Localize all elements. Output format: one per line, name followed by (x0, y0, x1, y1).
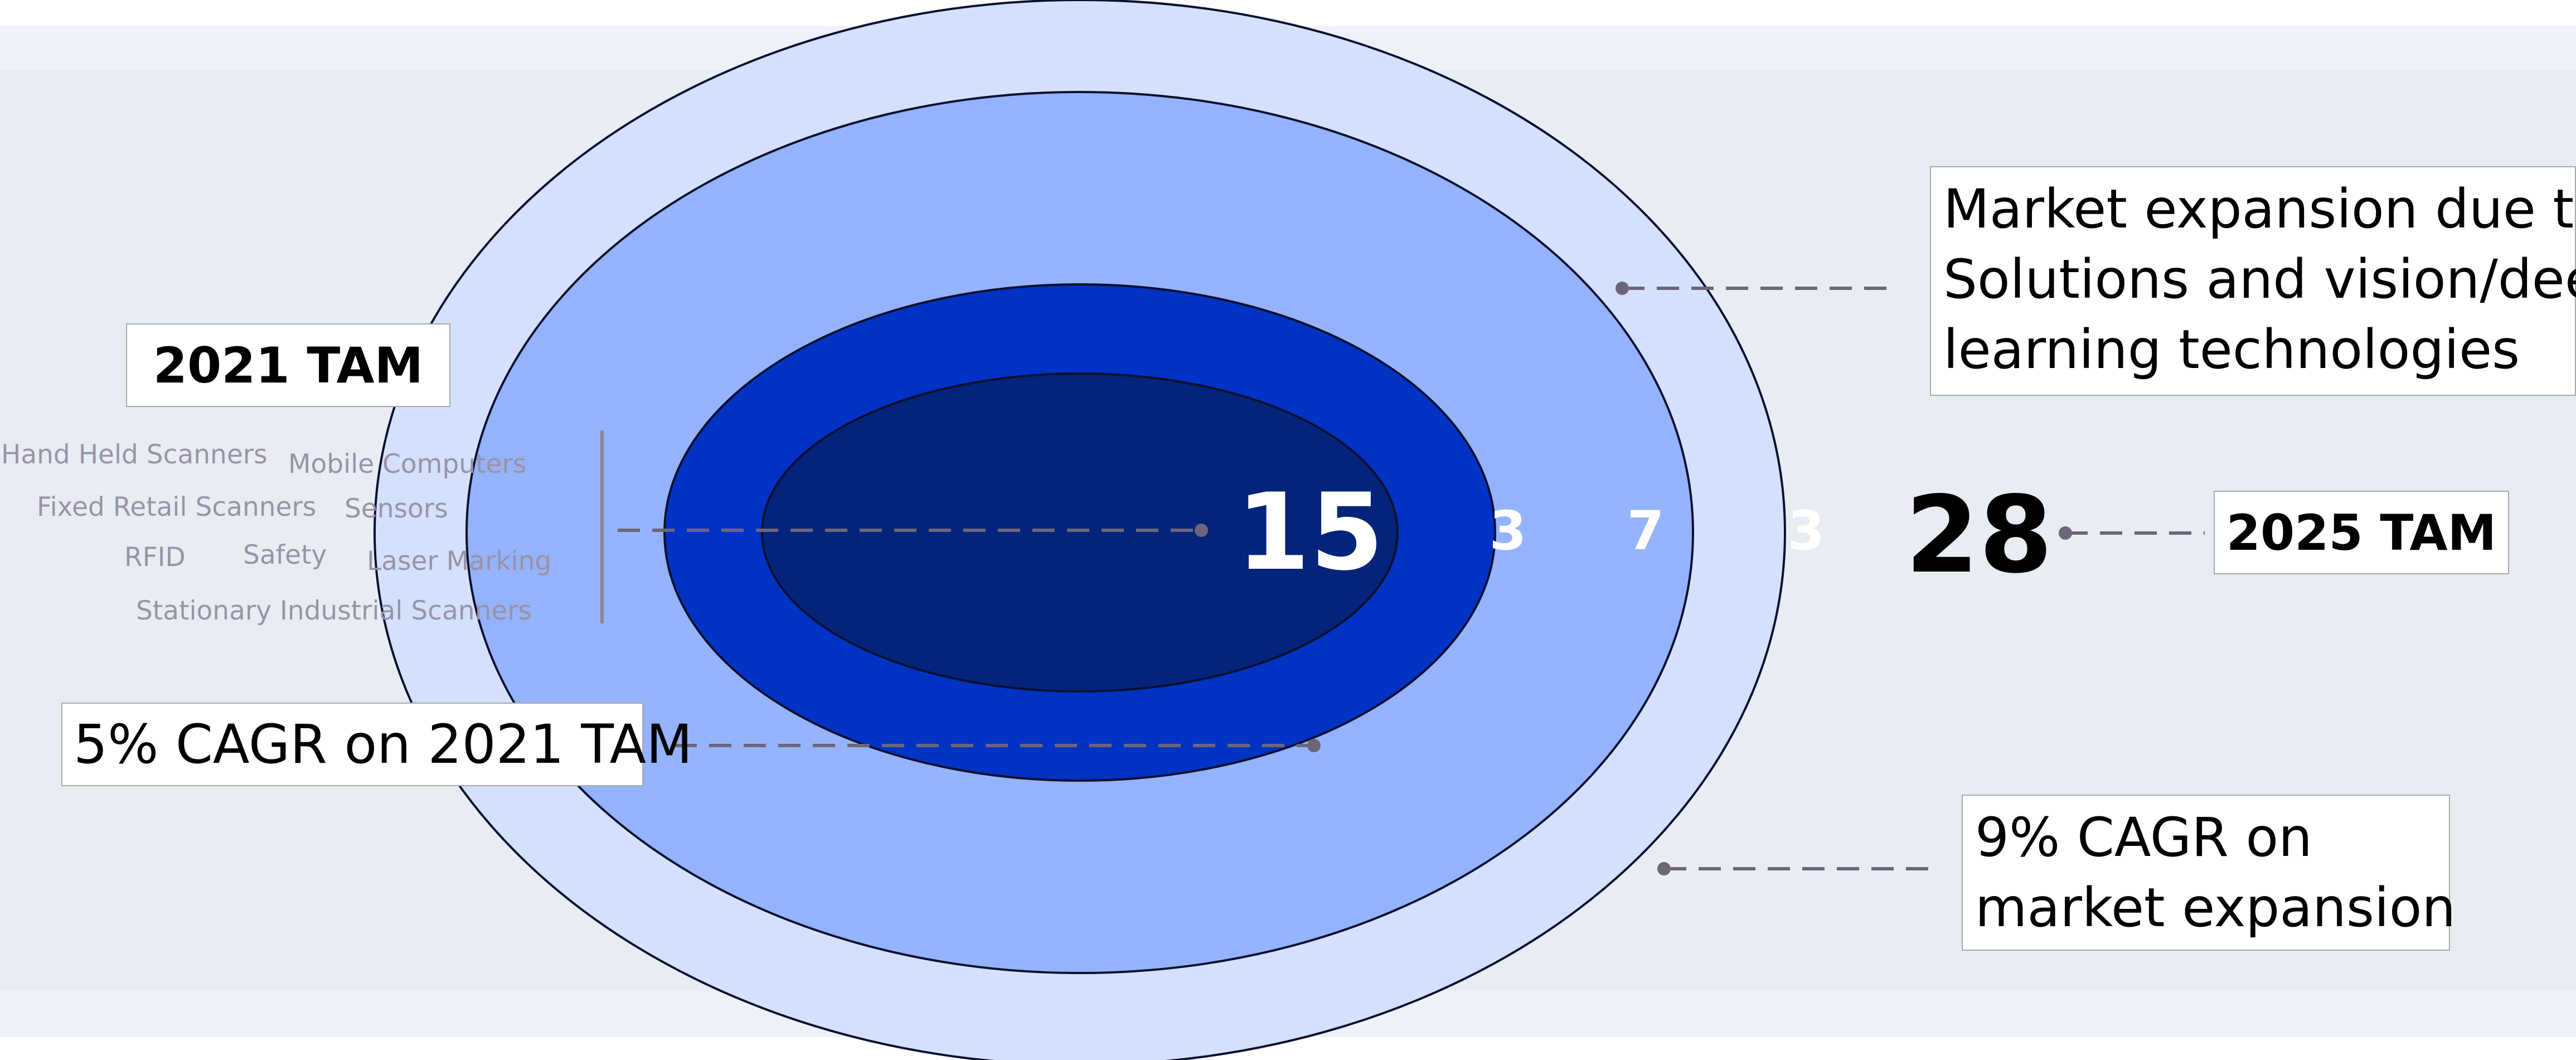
segment-mobile-computers: Mobile Computers (288, 449, 527, 480)
cagr-2021-text: 5% CAGR on 2021 TAM (74, 713, 693, 776)
segment-hand-held-scanners: Hand Held Scanners (1, 439, 268, 470)
cagr-expansion-line: market expansion (1975, 877, 2456, 939)
tam-2025-label: 2025 TAM (2214, 491, 2509, 574)
ring2-value: 7 (1627, 500, 1665, 562)
expansion-line: Market expansion due to (1943, 178, 2576, 240)
connector-dot-expansion (1616, 282, 1629, 295)
cagr-expansion-label: 9% CAGR on market expansion (1962, 795, 2456, 951)
ring3-value: 3 (1787, 500, 1825, 562)
segment-fixed-retail-scanners: Fixed Retail Scanners (37, 492, 317, 522)
connector-dot-cagr-expansion (1657, 862, 1671, 875)
expansion-label: Market expansion due to Solutions and vi… (1930, 166, 2576, 396)
cagr-2021-label: 5% CAGR on 2021 TAM (61, 703, 692, 786)
expansion-line: learning technologies (1943, 318, 2520, 381)
ring1-value: 3 (1489, 500, 1527, 562)
segment-rfid: RFID (124, 542, 186, 573)
core-value: 15 (1236, 471, 1384, 594)
segment-laser-marking: Laser Marking (367, 546, 552, 577)
ring-core (761, 372, 1399, 693)
segment-stationary-industrial-scanners: Stationary Industrial Scanners (136, 596, 532, 626)
total-value: 28 (1905, 473, 2053, 597)
expansion-line: Solutions and vision/deep (1943, 248, 2576, 311)
connector-dot-2025-tam (2059, 526, 2072, 540)
segment-safety: Safety (243, 540, 327, 570)
tam-2021-label: 2021 TAM (126, 323, 450, 407)
segment-sensors: Sensors (345, 493, 448, 524)
connector-dot-cagr-2021 (1307, 739, 1321, 752)
cagr-expansion-line: 9% CAGR on (1975, 806, 2313, 869)
connector-dot-2021-tam (1195, 524, 1208, 537)
